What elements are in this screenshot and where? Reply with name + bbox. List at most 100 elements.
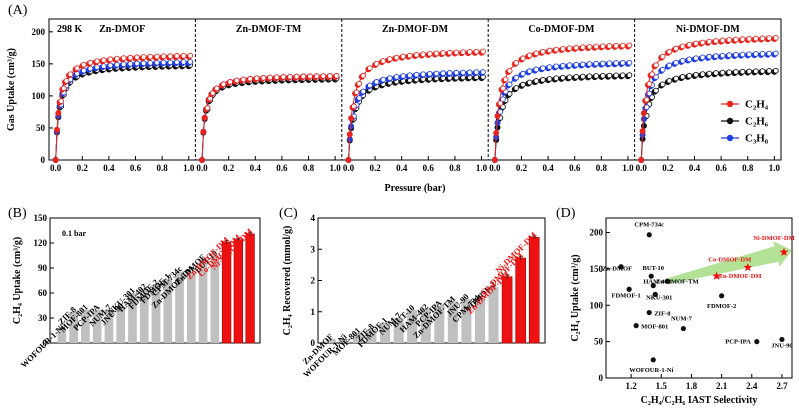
desorption-point	[643, 96, 650, 103]
x-tick-label: 0.4	[103, 163, 115, 173]
desorption-point	[473, 48, 480, 55]
x-tick-label: 0.4	[396, 163, 408, 173]
desorption-point	[426, 50, 433, 57]
desorption-point	[140, 54, 147, 60]
desorption-point	[733, 36, 739, 43]
desorption-point	[526, 68, 533, 74]
desorption-point	[214, 85, 220, 92]
desorption-point	[739, 51, 746, 58]
bar	[434, 305, 445, 343]
desorption-point	[100, 57, 107, 63]
bar	[339, 339, 350, 343]
desorption-point	[127, 60, 134, 67]
bar	[352, 333, 363, 343]
adsorption-point	[639, 128, 646, 135]
desorption-point	[480, 48, 486, 55]
point-label: CPM-734c	[634, 222, 664, 229]
desorption-point	[733, 69, 739, 75]
material-point	[646, 232, 652, 238]
desorption-point	[453, 49, 460, 56]
adsorption-point	[348, 123, 355, 130]
desorption-point	[713, 70, 719, 76]
desorption-point	[626, 42, 633, 49]
desorption-point	[746, 35, 753, 42]
desorption-point	[739, 36, 746, 42]
bar	[245, 233, 255, 344]
desorption-point	[673, 75, 679, 82]
desorption-point	[513, 59, 520, 66]
desorption-point	[94, 58, 100, 65]
desorption-point	[320, 73, 327, 79]
y-tick-label: 150	[590, 264, 604, 274]
desorption-point	[772, 35, 779, 41]
desorption-point	[666, 77, 673, 84]
desorption-point	[67, 71, 74, 78]
adsorption-point	[494, 113, 501, 120]
highlight-star-marker	[743, 263, 752, 272]
desorption-point	[719, 37, 726, 44]
pressure-annotation: 0.1 bar	[62, 229, 86, 238]
desorption-point	[666, 48, 673, 55]
desorption-point	[659, 81, 666, 88]
desorption-point	[167, 53, 174, 59]
desorption-point	[593, 43, 600, 50]
material-point	[648, 273, 654, 279]
bar	[57, 329, 67, 343]
desorption-point	[619, 59, 626, 66]
desorption-point	[520, 55, 526, 62]
panel-a-isotherms: 0 50 100 150 200 Gas Uptake (cm³/g) Pressure (…	[6, 18, 782, 194]
desorption-point	[107, 62, 114, 69]
desorption-point	[566, 74, 573, 81]
desorption-point	[220, 81, 227, 88]
x-tick-label: 0.6	[276, 163, 288, 173]
desorption-point	[553, 63, 560, 70]
desorption-point	[613, 60, 619, 66]
desorption-point	[766, 50, 773, 57]
x-tick-label: 0.8	[303, 163, 315, 173]
desorption-point	[613, 72, 619, 79]
desorption-point	[553, 75, 560, 82]
desorption-point	[566, 45, 573, 52]
x-axis-label: Pressure (bar)	[384, 183, 445, 194]
desorption-point	[719, 69, 726, 76]
desorption-point	[686, 56, 693, 63]
desorption-point	[180, 52, 187, 59]
desorption-point	[380, 58, 387, 64]
desorption-point	[466, 69, 473, 76]
y-tick-label: 150	[32, 59, 46, 69]
desorption-point	[649, 71, 655, 77]
desorption-point	[500, 85, 506, 92]
isotherm-line	[201, 79, 336, 161]
desorption-point	[586, 43, 593, 50]
desorption-point	[167, 59, 174, 66]
desorption-point	[367, 65, 373, 71]
x-tick-label: 0.0	[489, 163, 501, 173]
desorption-point	[293, 73, 300, 80]
desorption-point	[679, 43, 686, 50]
legend-label: C₂H₆	[745, 116, 769, 128]
desorption-point	[606, 60, 613, 67]
desorption-point	[646, 90, 653, 97]
desorption-point	[506, 81, 513, 88]
x-tick-label: 0.0	[50, 163, 62, 173]
point-label: Zn-DMOF-TM	[656, 278, 699, 285]
desorption-point	[759, 50, 766, 57]
desorption-point	[446, 70, 453, 76]
desorption-point	[546, 47, 553, 54]
desorption-point	[140, 60, 147, 66]
desorption-point	[400, 53, 407, 60]
y-axis-label: C₂H₄ Uptake (cm³/g)	[12, 237, 23, 324]
x-tick-label: 1.5	[656, 381, 668, 391]
desorption-point	[387, 56, 393, 62]
desorption-point	[553, 46, 560, 53]
desorption-point	[560, 74, 566, 81]
desorption-point	[373, 79, 380, 85]
desorption-point	[154, 59, 160, 66]
y-tick-label: 60	[38, 288, 48, 298]
desorption-point	[673, 59, 679, 66]
subplot-title: Ni-DMOF-DM	[676, 24, 740, 35]
point-label: Co-DMOF-DM	[708, 256, 751, 263]
desorption-point	[420, 51, 427, 58]
